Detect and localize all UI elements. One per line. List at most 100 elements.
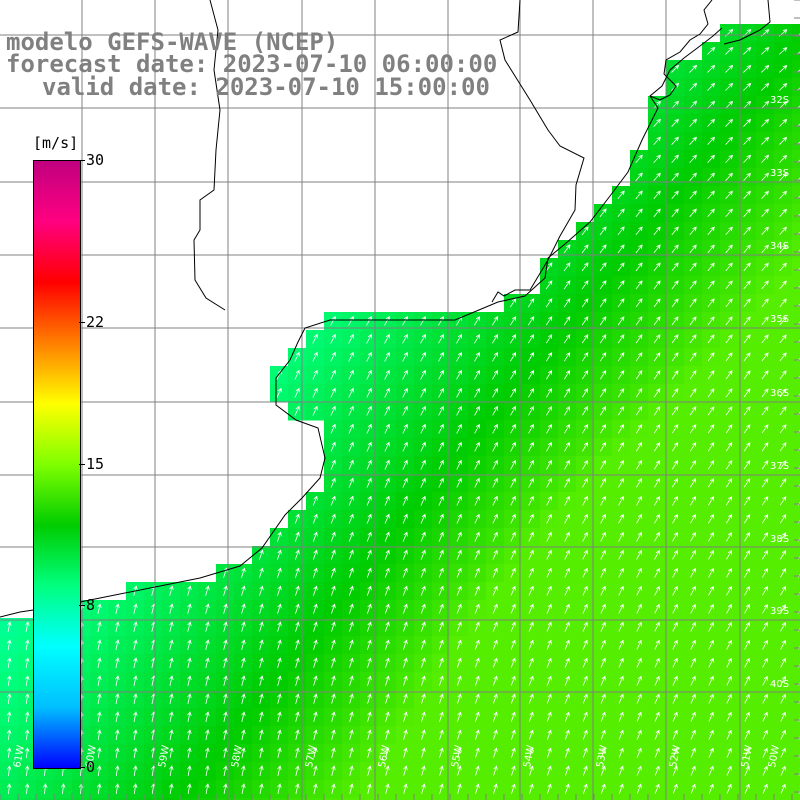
wind-arrow: [276, 387, 282, 398]
wind-arrow: [438, 441, 444, 452]
wind-arrow: [187, 675, 192, 686]
wind-arrow: [582, 783, 588, 794]
wind-arrow: [546, 567, 552, 578]
wind-arrow: [582, 495, 588, 506]
wind-arrow: [690, 729, 696, 740]
wind-arrow: [205, 693, 210, 704]
wind-arrow: [743, 118, 752, 127]
wind-arrow: [510, 387, 516, 398]
wind-arrow: [331, 747, 336, 758]
wind-arrow: [563, 352, 571, 362]
wind-arrow: [708, 585, 714, 596]
wind-arrow: [421, 729, 426, 740]
wind-arrow: [187, 765, 192, 776]
wind-arrow: [779, 280, 787, 290]
wind-arrow: [671, 190, 679, 200]
wind-arrow: [169, 729, 174, 740]
wind-arrow: [671, 244, 679, 254]
wind-arrow: [115, 675, 120, 686]
wind-arrow: [385, 747, 390, 758]
wind-arrow: [779, 136, 788, 145]
wind-arrow: [277, 693, 282, 704]
wind-arrow: [761, 514, 769, 524]
wind-arrow: [295, 603, 300, 614]
wind-arrow: [672, 693, 678, 704]
wind-arrow: [762, 639, 768, 650]
wind-arrow: [259, 765, 264, 776]
wind-arrow: [492, 549, 498, 560]
wind-arrow: [403, 711, 408, 722]
wind-arrow: [348, 423, 354, 434]
wind-arrow: [653, 388, 661, 398]
wind-arrow: [690, 783, 696, 794]
wind-arrow: [653, 118, 661, 127]
wind-arrow: [348, 603, 354, 614]
wind-arrow: [761, 100, 770, 109]
lon-label: 57W: [304, 744, 319, 768]
wind-arrow: [636, 513, 642, 524]
wind-arrow: [707, 190, 715, 200]
wind-arrow: [294, 369, 300, 380]
wind-arrow: [582, 423, 589, 434]
wind-arrow: [635, 334, 643, 344]
wind-arrow: [635, 298, 643, 308]
wind-arrow: [690, 585, 696, 596]
wind-arrow: [349, 729, 354, 740]
wind-arrow: [600, 621, 606, 632]
wind-arrow: [618, 549, 624, 560]
wind-arrow: [492, 711, 498, 722]
wind-arrow: [313, 693, 318, 704]
wind-arrow: [780, 693, 786, 704]
wind-arrow: [689, 154, 697, 163]
wind-arrow: [779, 406, 787, 416]
wind-arrow: [690, 675, 696, 686]
wind-arrow: [743, 154, 752, 163]
wind-speed-cell: [792, 168, 800, 187]
wind-arrow: [761, 388, 769, 398]
wind-arrow: [421, 711, 426, 722]
wind-arrow: [581, 298, 589, 308]
wind-arrow: [420, 351, 426, 362]
wind-arrow: [689, 388, 697, 398]
wind-arrow: [689, 352, 697, 362]
wind-arrow: [456, 369, 462, 380]
wind-arrow: [367, 657, 372, 668]
wind-arrow: [330, 441, 336, 452]
wind-arrow: [438, 513, 444, 524]
wind-arrow: [510, 603, 516, 614]
wind-arrow: [725, 496, 733, 506]
wind-arrow: [707, 82, 716, 91]
wind-arrow: [474, 513, 480, 524]
wind-arrow: [636, 531, 642, 542]
wind-arrow: [600, 693, 606, 704]
wind-speed-cell: [90, 798, 109, 800]
wind-arrow: [97, 603, 102, 614]
wind-arrow: [205, 729, 210, 740]
wind-arrow: [635, 370, 643, 380]
wind-arrow: [600, 765, 606, 776]
wind-arrow: [313, 729, 318, 740]
wind-arrow: [330, 495, 336, 506]
wind-arrow: [779, 298, 787, 308]
wind-arrow: [672, 783, 678, 794]
wind-arrow: [582, 639, 588, 650]
wind-arrow: [223, 711, 228, 722]
wind-arrow: [509, 298, 517, 308]
wind-arrow: [761, 334, 769, 344]
wind-arrow: [492, 657, 498, 668]
wind-arrow: [708, 765, 714, 776]
wind-arrow: [690, 603, 696, 614]
wind-arrow: [762, 621, 768, 632]
wind-arrow: [510, 621, 516, 632]
wind-arrow: [636, 460, 643, 470]
wind-arrow: [420, 621, 426, 632]
wind-arrow: [725, 100, 734, 109]
wind-arrow: [743, 352, 751, 362]
wind-arrow: [241, 675, 246, 686]
wind-arrow: [599, 298, 607, 308]
wind-arrow: [546, 388, 553, 398]
wind-arrow: [241, 657, 246, 668]
wind-arrow: [492, 513, 498, 524]
wind-arrow: [295, 747, 300, 758]
wind-arrow: [761, 460, 769, 470]
